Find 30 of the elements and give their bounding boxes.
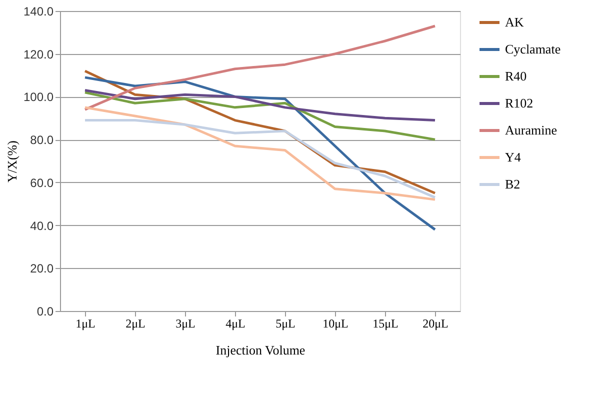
x-tick-label: 1μL (76, 316, 96, 330)
y-tick-label: 100.0 (23, 90, 54, 104)
line-series (84, 91, 436, 141)
y-tick-label: 120.0 (23, 47, 54, 62)
y-axis-title: Y/X(%) (4, 140, 20, 182)
x-tick-label: 3μL (176, 316, 196, 330)
x-tick-label: 10μL (322, 316, 348, 330)
y-tick-label: 80.0 (30, 133, 54, 148)
legend-label: Y4 (505, 150, 522, 164)
y-tick-label: 0.0 (36, 304, 54, 318)
legend-label: R102 (505, 96, 534, 110)
line-series (84, 106, 436, 201)
line-series (84, 24, 436, 111)
legend-label: Auramine (505, 122, 558, 138)
x-tick-label: 2μL (126, 316, 146, 330)
y-tick-label: 40.0 (30, 218, 54, 233)
x-tick-label: 20μL (422, 316, 448, 330)
line-series (84, 119, 436, 199)
x-tick-label: 4μL (226, 316, 246, 330)
x-axis-title: Injection Volume (216, 342, 306, 358)
y-tick-label: 140.0 (23, 4, 54, 18)
x-tick-label: 15μL (372, 316, 398, 330)
legend-label: Cyclamate (505, 42, 561, 56)
legend-label: B2 (505, 176, 520, 192)
y-tick-label: 60.0 (30, 176, 54, 190)
y-tick-label: 20.0 (30, 262, 54, 276)
legend-label: AK (505, 14, 524, 30)
x-tick-label: 5μL (276, 316, 296, 330)
line-series (84, 89, 436, 122)
legend-label: R40 (505, 68, 527, 84)
